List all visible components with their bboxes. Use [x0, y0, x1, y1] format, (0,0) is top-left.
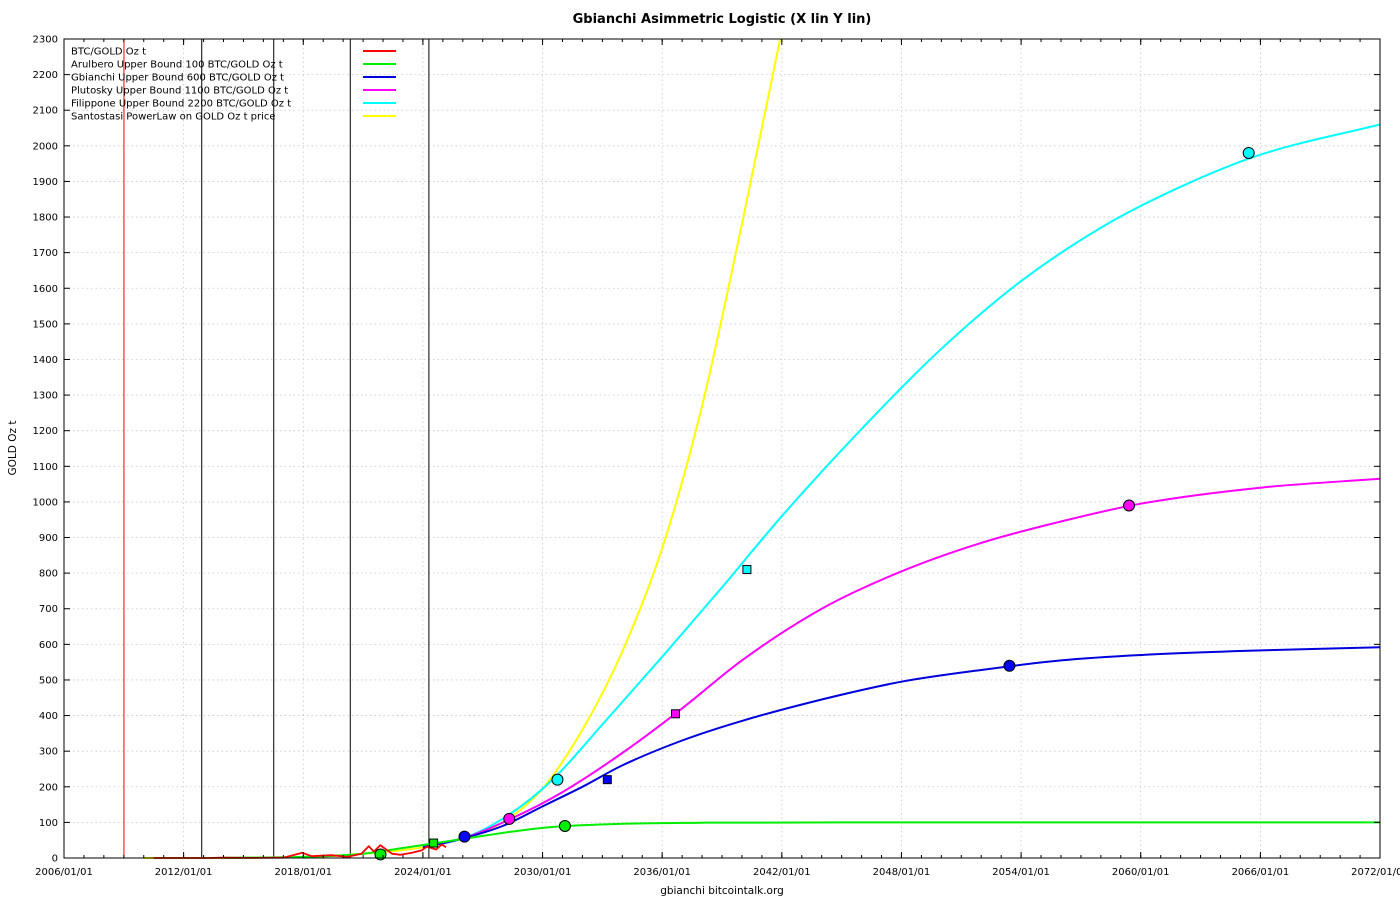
marker-circle: [551, 773, 564, 786]
marker-square: [429, 838, 439, 848]
legend-label: Gbianchi Upper Bound 600 BTC/GOLD Oz t: [71, 73, 284, 84]
y-axis-title: GOLD Oz t: [7, 421, 19, 476]
vertical-marker-lines: [123, 39, 430, 858]
y-tick-label: 400: [39, 711, 58, 722]
y-tick-label: 1200: [33, 426, 58, 437]
x-tick-label: 2036/01/01: [633, 867, 691, 878]
axes: 0 100 200 300 400 500 600 700 800 900 1000 1100 1200…: [33, 35, 1400, 879]
series-line-2: [422, 646, 1381, 849]
legend-label: BTC/GOLD Oz t: [71, 47, 146, 58]
marker-circle: [503, 812, 516, 825]
y-tick-label: 2300: [33, 35, 58, 46]
x-tick-label: 2066/01/01: [1232, 867, 1290, 878]
x-tick-label: 2024/01/01: [394, 867, 452, 878]
x-tick-label: 2012/01/01: [155, 867, 213, 878]
y-tick-label: 1500: [33, 319, 58, 330]
series-line-4: [422, 123, 1381, 849]
marker-square: [602, 775, 612, 785]
x-tick-label: 2006/01/01: [35, 867, 93, 878]
y-tick-label: 1100: [33, 462, 58, 473]
x-tick-label: 2042/01/01: [753, 867, 811, 878]
grid-lines: [64, 39, 1380, 858]
marker-circle: [458, 830, 471, 843]
y-tick-label: 300: [39, 747, 58, 758]
series-line-1: [223, 821, 1380, 859]
series-lines: [143, 38, 1381, 860]
y-tick-label: 1900: [33, 177, 58, 188]
y-tick-label: 100: [39, 818, 58, 829]
legend-label: Santostasi PowerLaw on GOLD Oz t price: [71, 112, 276, 123]
y-tick-label: 800: [39, 569, 58, 580]
y-tick-label: 200: [39, 782, 58, 793]
y-tick-label: 1000: [33, 497, 58, 508]
y-tick-label: 1300: [33, 391, 58, 402]
series-line-3: [422, 477, 1381, 849]
x-tick-label: 2072/01/01: [1351, 867, 1400, 878]
y-tick-label: 2200: [33, 70, 58, 81]
legend-label: Filippone Upper Bound 2200 BTC/GOLD Oz t: [71, 99, 291, 110]
y-tick-label: 500: [39, 675, 58, 686]
x-axis-title: gbianchi bitcointalk.org: [660, 885, 784, 897]
x-tick-label: 2018/01/01: [274, 867, 332, 878]
marker-circle: [1003, 659, 1016, 672]
chart-title: Gbianchi Asimmetric Logistic (X lin Y li…: [573, 12, 872, 27]
data-markers: [374, 146, 1255, 861]
y-tick-label: 0: [52, 854, 58, 865]
y-tick-label: 1800: [33, 213, 58, 224]
marker-circle: [558, 819, 571, 832]
marker-square: [670, 709, 680, 719]
y-tick-label: 2100: [33, 106, 58, 117]
y-tick-label: 1600: [33, 284, 58, 295]
x-tick-label: 2060/01/01: [1112, 867, 1170, 878]
marker-circle: [1123, 499, 1136, 512]
legend-label: Plutosky Upper Bound 1100 BTC/GOLD Oz t: [71, 86, 288, 97]
x-tick-label: 2054/01/01: [992, 867, 1050, 878]
legend-label: Arulbero Upper Bound 100 BTC/GOLD Oz t: [71, 60, 283, 71]
marker-square: [742, 565, 752, 575]
y-tick-label: 1700: [33, 248, 58, 259]
y-tick-label: 2000: [33, 141, 58, 152]
y-tick-label: 900: [39, 533, 58, 544]
y-tick-label: 700: [39, 604, 58, 615]
x-tick-label: 2048/01/01: [873, 867, 931, 878]
y-tick-label: 600: [39, 640, 58, 651]
marker-circle: [1242, 146, 1255, 159]
x-tick-label: 2030/01/01: [514, 867, 572, 878]
y-tick-label: 1400: [33, 355, 58, 366]
legend: BTC/GOLD Oz t Arulbero Upper Bound 100 BT…: [71, 47, 396, 123]
